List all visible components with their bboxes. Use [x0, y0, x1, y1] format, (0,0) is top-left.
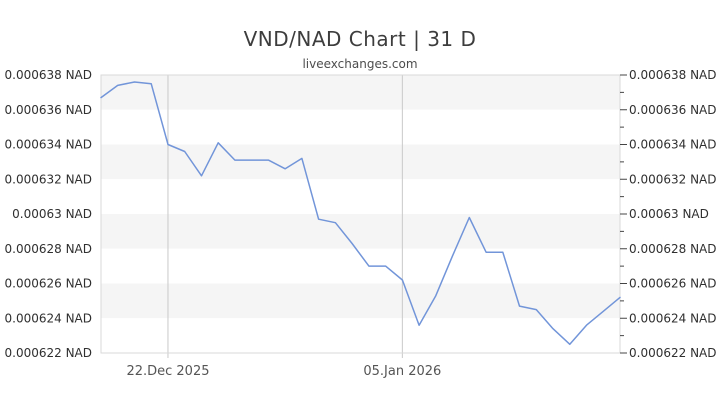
y-axis-label-right: 0.000622 NAD: [629, 346, 717, 360]
y-axis-label-right: 0.000632 NAD: [629, 172, 717, 186]
plot-band: [101, 75, 620, 110]
y-axis-label-left: 0.00063 NAD: [12, 207, 92, 221]
price-line: [100, 81, 621, 346]
y-axis-label-left: 0.000638 NAD: [5, 68, 93, 82]
x-axis-label: 05.Jan 2026: [363, 364, 441, 379]
plot-band: [101, 214, 620, 249]
y-axis-label-right: 0.000624 NAD: [629, 311, 717, 325]
chart-title: VND/NAD Chart | 31 D: [243, 27, 477, 51]
y-axis-label-right: 0.00063 NAD: [629, 207, 709, 221]
chart-subtitle: liveexchanges.com: [302, 57, 418, 71]
y-axis-label-left: 0.000624 NAD: [5, 311, 93, 325]
y-axis-label-right: 0.000626 NAD: [629, 277, 717, 291]
plot-band: [101, 109, 620, 145]
y-axis-label-left: 0.000626 NAD: [5, 277, 93, 291]
y-axis-label-right: 0.000638 NAD: [629, 68, 717, 82]
y-axis-label-right: 0.000636 NAD: [629, 103, 717, 117]
plot-band: [101, 144, 620, 180]
y-axis-label-right: 0.000634 NAD: [629, 138, 717, 152]
plot-band: [101, 283, 620, 319]
y-axis-label-left: 0.000632 NAD: [5, 172, 93, 186]
y-axis-label-right: 0.000628 NAD: [629, 242, 717, 256]
plot-band: [101, 318, 620, 353]
x-axis-label: 22.Dec 2025: [126, 364, 209, 379]
y-axis-label-left: 0.000634 NAD: [5, 138, 93, 152]
y-axis-label-left: 0.000628 NAD: [5, 242, 93, 256]
plot-band: [101, 179, 620, 214]
y-axis-label-left: 0.000622 NAD: [5, 346, 93, 360]
y-axis-label-left: 0.000636 NAD: [5, 103, 93, 117]
